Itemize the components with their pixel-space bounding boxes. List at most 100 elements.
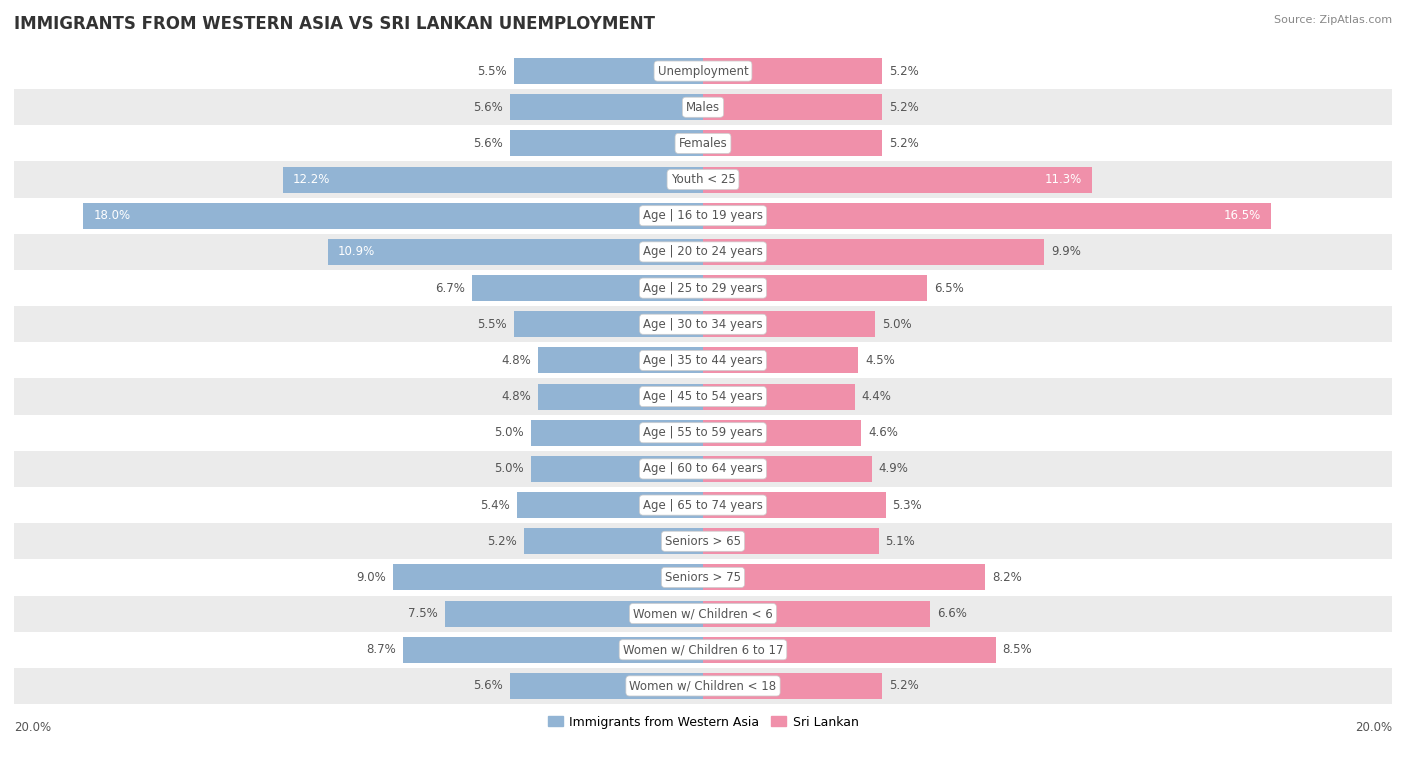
Text: 5.4%: 5.4%	[481, 499, 510, 512]
Text: 5.6%: 5.6%	[474, 680, 503, 693]
Bar	[83, 203, 703, 229]
Text: Age | 60 to 64 years: Age | 60 to 64 years	[643, 463, 763, 475]
Text: Women w/ Children 6 to 17: Women w/ Children 6 to 17	[623, 643, 783, 656]
Bar	[404, 637, 703, 663]
Text: Age | 35 to 44 years: Age | 35 to 44 years	[643, 354, 763, 367]
Bar	[14, 451, 1392, 487]
Bar	[513, 58, 703, 84]
Bar	[703, 167, 1092, 192]
Bar	[537, 347, 703, 373]
Text: Age | 65 to 74 years: Age | 65 to 74 years	[643, 499, 763, 512]
Bar	[14, 126, 1392, 161]
Text: 6.6%: 6.6%	[938, 607, 967, 620]
Bar	[472, 275, 703, 301]
Text: Males: Males	[686, 101, 720, 114]
Bar	[510, 673, 703, 699]
Text: 11.3%: 11.3%	[1045, 173, 1083, 186]
Text: 6.7%: 6.7%	[436, 282, 465, 294]
Text: 20.0%: 20.0%	[14, 721, 51, 734]
Text: 16.5%: 16.5%	[1223, 209, 1261, 223]
Text: 5.2%: 5.2%	[889, 64, 918, 77]
Text: 5.5%: 5.5%	[477, 64, 506, 77]
Text: Unemployment: Unemployment	[658, 64, 748, 77]
Bar	[14, 198, 1392, 234]
Text: Seniors > 75: Seniors > 75	[665, 571, 741, 584]
Text: Age | 30 to 34 years: Age | 30 to 34 years	[643, 318, 763, 331]
Bar	[703, 419, 862, 446]
Text: 8.5%: 8.5%	[1002, 643, 1032, 656]
Bar	[14, 342, 1392, 378]
Bar	[703, 275, 927, 301]
Bar	[14, 234, 1392, 270]
Text: 18.0%: 18.0%	[93, 209, 131, 223]
Bar	[517, 492, 703, 518]
Bar	[444, 600, 703, 627]
Bar	[703, 347, 858, 373]
Bar	[14, 631, 1392, 668]
Text: Source: ZipAtlas.com: Source: ZipAtlas.com	[1274, 15, 1392, 25]
Text: 4.8%: 4.8%	[501, 390, 531, 403]
Text: 5.6%: 5.6%	[474, 137, 503, 150]
Bar	[703, 492, 886, 518]
Text: 5.6%: 5.6%	[474, 101, 503, 114]
Text: 4.6%: 4.6%	[869, 426, 898, 439]
Text: Age | 45 to 54 years: Age | 45 to 54 years	[643, 390, 763, 403]
Bar	[510, 130, 703, 157]
Text: 5.2%: 5.2%	[889, 101, 918, 114]
Bar	[392, 565, 703, 590]
Text: Females: Females	[679, 137, 727, 150]
Text: 4.9%: 4.9%	[879, 463, 908, 475]
Text: 5.3%: 5.3%	[893, 499, 922, 512]
Text: 9.0%: 9.0%	[356, 571, 387, 584]
Bar	[14, 378, 1392, 415]
Bar	[531, 456, 703, 482]
Text: 5.2%: 5.2%	[889, 680, 918, 693]
Text: Women w/ Children < 6: Women w/ Children < 6	[633, 607, 773, 620]
Legend: Immigrants from Western Asia, Sri Lankan: Immigrants from Western Asia, Sri Lankan	[543, 711, 863, 734]
Bar	[703, 637, 995, 663]
Bar	[14, 487, 1392, 523]
Bar	[703, 384, 855, 410]
Bar	[703, 311, 875, 338]
Bar	[14, 523, 1392, 559]
Text: 10.9%: 10.9%	[337, 245, 375, 258]
Text: 5.2%: 5.2%	[488, 534, 517, 548]
Bar	[703, 565, 986, 590]
Bar	[14, 270, 1392, 306]
Text: 5.1%: 5.1%	[886, 534, 915, 548]
Bar	[14, 53, 1392, 89]
Bar	[513, 311, 703, 338]
Text: Women w/ Children < 18: Women w/ Children < 18	[630, 680, 776, 693]
Bar	[14, 668, 1392, 704]
Bar	[328, 239, 703, 265]
Text: 9.9%: 9.9%	[1050, 245, 1081, 258]
Text: 4.5%: 4.5%	[865, 354, 894, 367]
Text: 12.2%: 12.2%	[292, 173, 330, 186]
Bar	[14, 161, 1392, 198]
Bar	[14, 306, 1392, 342]
Text: Age | 55 to 59 years: Age | 55 to 59 years	[643, 426, 763, 439]
Text: Age | 25 to 29 years: Age | 25 to 29 years	[643, 282, 763, 294]
Bar	[703, 94, 882, 120]
Bar	[703, 130, 882, 157]
Bar	[14, 596, 1392, 631]
Bar	[703, 600, 931, 627]
Bar	[531, 419, 703, 446]
Text: 4.8%: 4.8%	[501, 354, 531, 367]
Text: 8.2%: 8.2%	[993, 571, 1022, 584]
Bar	[14, 559, 1392, 596]
Text: Seniors > 65: Seniors > 65	[665, 534, 741, 548]
Text: 5.0%: 5.0%	[495, 463, 524, 475]
Bar	[524, 528, 703, 554]
Text: 20.0%: 20.0%	[1355, 721, 1392, 734]
Text: IMMIGRANTS FROM WESTERN ASIA VS SRI LANKAN UNEMPLOYMENT: IMMIGRANTS FROM WESTERN ASIA VS SRI LANK…	[14, 15, 655, 33]
Text: 5.0%: 5.0%	[495, 426, 524, 439]
Bar	[703, 673, 882, 699]
Text: 5.5%: 5.5%	[477, 318, 506, 331]
Bar	[283, 167, 703, 192]
Text: Youth < 25: Youth < 25	[671, 173, 735, 186]
Text: 8.7%: 8.7%	[367, 643, 396, 656]
Bar	[703, 239, 1045, 265]
Text: Age | 20 to 24 years: Age | 20 to 24 years	[643, 245, 763, 258]
Bar	[703, 456, 872, 482]
